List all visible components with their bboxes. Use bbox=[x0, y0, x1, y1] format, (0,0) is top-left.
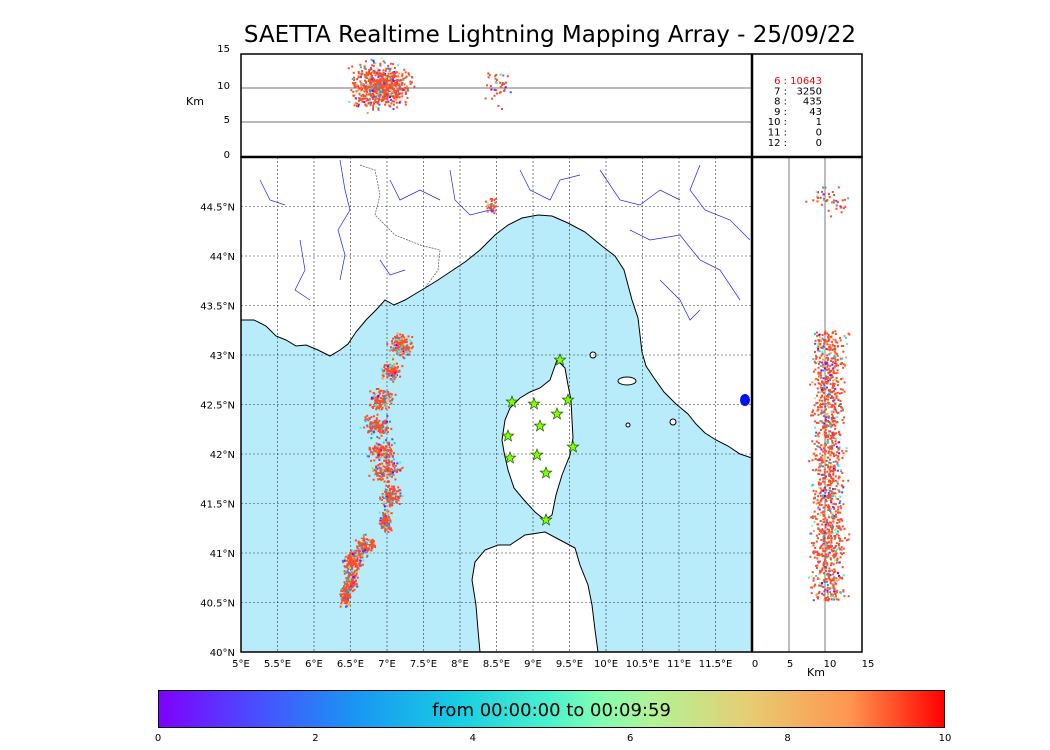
station-star-icon bbox=[505, 395, 519, 408]
sardinia bbox=[471, 531, 599, 652]
station-star-icon bbox=[501, 429, 515, 442]
lat-tick-label: 44.5°N bbox=[200, 203, 235, 214]
station-count-label: 6 : bbox=[774, 76, 787, 87]
colorbar-caption: from 00:00:00 to 00:09:59 bbox=[432, 700, 671, 721]
station-count-value: 1 bbox=[816, 117, 822, 128]
altitude-tick-label: 10 bbox=[217, 81, 230, 92]
station-markers bbox=[501, 353, 580, 526]
latitude-ticks: 44.5°N 44°N 43.5°N 43°N 42.5°N 42°N 41.5°N 41°N… bbox=[200, 203, 235, 660]
country-borders bbox=[359, 164, 441, 289]
lon-tick-label: 11°E bbox=[667, 659, 691, 670]
station-count-label: 7 : bbox=[774, 86, 787, 97]
station-count-label: 9 : bbox=[774, 107, 787, 118]
station-star-icon bbox=[533, 419, 547, 432]
colorbar-tick-label: 0 bbox=[154, 733, 162, 744]
giglio-island bbox=[669, 418, 677, 426]
side-altitude-panel bbox=[751, 156, 863, 653]
station-count-label: 8 : bbox=[774, 97, 787, 108]
map-strikes bbox=[339, 197, 498, 609]
station-count-value: 0 bbox=[816, 128, 822, 139]
station-count-value: 435 bbox=[803, 97, 822, 108]
side-km-ticks: 0 5 10 15 bbox=[752, 659, 875, 670]
map-gridlines bbox=[241, 157, 752, 652]
station-star-icon bbox=[566, 440, 580, 453]
altitude-ticks: 15 10 5 0 bbox=[217, 44, 230, 161]
station-star-icon bbox=[527, 397, 541, 410]
lon-tick-label: 7°E bbox=[378, 659, 396, 670]
colorbar-tick-label: 2 bbox=[312, 733, 319, 744]
lon-tick-label: 8°E bbox=[451, 659, 469, 670]
side-tick-label: 5 bbox=[787, 659, 793, 670]
colorbar-tick-label: 10 bbox=[938, 733, 952, 744]
elba-island bbox=[617, 376, 637, 386]
lat-tick-label: 41.5°N bbox=[200, 500, 235, 511]
lat-tick-label: 42°N bbox=[210, 450, 235, 461]
colorbar-tick-label: 4 bbox=[469, 733, 476, 744]
altitude-tick-label: 15 bbox=[217, 44, 230, 55]
altitude-tick-label: 0 bbox=[224, 150, 230, 161]
corsica bbox=[501, 359, 574, 521]
rivers bbox=[259, 159, 751, 321]
station-count-value: 10643 bbox=[790, 76, 822, 87]
side-tick-label: 0 bbox=[752, 659, 758, 670]
station-count-label: 12 : bbox=[768, 138, 787, 149]
side-axis-label: Km bbox=[807, 666, 825, 679]
station-star-icon bbox=[539, 466, 553, 479]
mainland bbox=[241, 157, 752, 459]
lat-tick-label: 43.5°N bbox=[200, 302, 235, 313]
lat-tick-label: 40.5°N bbox=[200, 599, 235, 610]
lat-tick-label: 42.5°N bbox=[200, 401, 235, 412]
longitude-ticks: 5°E 5.5°E 6°E 6.5°E 7°E 7.5°E 8°E 8.5°E 9°E 9.5°E… bbox=[232, 659, 732, 670]
station-star-icon bbox=[553, 353, 567, 366]
station-star-icon bbox=[561, 393, 575, 406]
altitude-strikes bbox=[347, 57, 512, 114]
colorbar-tick-label: 8 bbox=[784, 733, 791, 744]
lon-tick-label: 10.5°E bbox=[626, 659, 660, 670]
lon-tick-label: 8.5°E bbox=[483, 659, 510, 670]
side-tick-label: 15 bbox=[862, 659, 875, 670]
altitude-tick-label: 5 bbox=[224, 115, 230, 126]
station-star-icon bbox=[530, 448, 544, 461]
lat-tick-label: 40°N bbox=[210, 648, 235, 659]
map-panel bbox=[240, 156, 753, 653]
lon-tick-label: 5°E bbox=[232, 659, 250, 670]
side-strikes bbox=[805, 186, 851, 602]
station-count-value: 43 bbox=[809, 107, 822, 118]
lon-tick-label: 9.5°E bbox=[556, 659, 583, 670]
page-title: SAETTA Realtime Lightning Mapping Array … bbox=[243, 22, 857, 48]
lat-tick-label: 44°N bbox=[210, 252, 235, 263]
station-star-icon bbox=[539, 513, 553, 526]
altitude-panel bbox=[240, 53, 753, 158]
station-star-icon bbox=[503, 451, 517, 464]
time-colorbar: from 00:00:00 to 00:09:59 bbox=[158, 690, 945, 728]
station-count-label: 10 : bbox=[768, 117, 787, 128]
lat-tick-label: 43°N bbox=[210, 351, 235, 362]
altitude-axis-label: Km bbox=[186, 95, 204, 108]
montecristo-island bbox=[625, 422, 631, 428]
lon-tick-label: 6°E bbox=[305, 659, 323, 670]
station-count-value: 0 bbox=[816, 138, 822, 149]
lon-tick-label: 10°E bbox=[594, 659, 618, 670]
lon-tick-label: 7.5°E bbox=[410, 659, 437, 670]
side-tick-label: 10 bbox=[824, 659, 837, 670]
station-count-label: 11 : bbox=[768, 128, 787, 139]
lon-tick-label: 11.5°E bbox=[699, 659, 733, 670]
station-star-icon bbox=[550, 407, 564, 420]
lat-tick-label: 41°N bbox=[210, 549, 235, 560]
lon-tick-label: 6.5°E bbox=[337, 659, 364, 670]
station-count-value: 3250 bbox=[797, 86, 822, 97]
lon-tick-label: 9°E bbox=[524, 659, 542, 670]
blue-marker bbox=[740, 394, 750, 406]
lon-tick-label: 5.5°E bbox=[264, 659, 291, 670]
colorbar-tick-label: 6 bbox=[627, 733, 634, 744]
